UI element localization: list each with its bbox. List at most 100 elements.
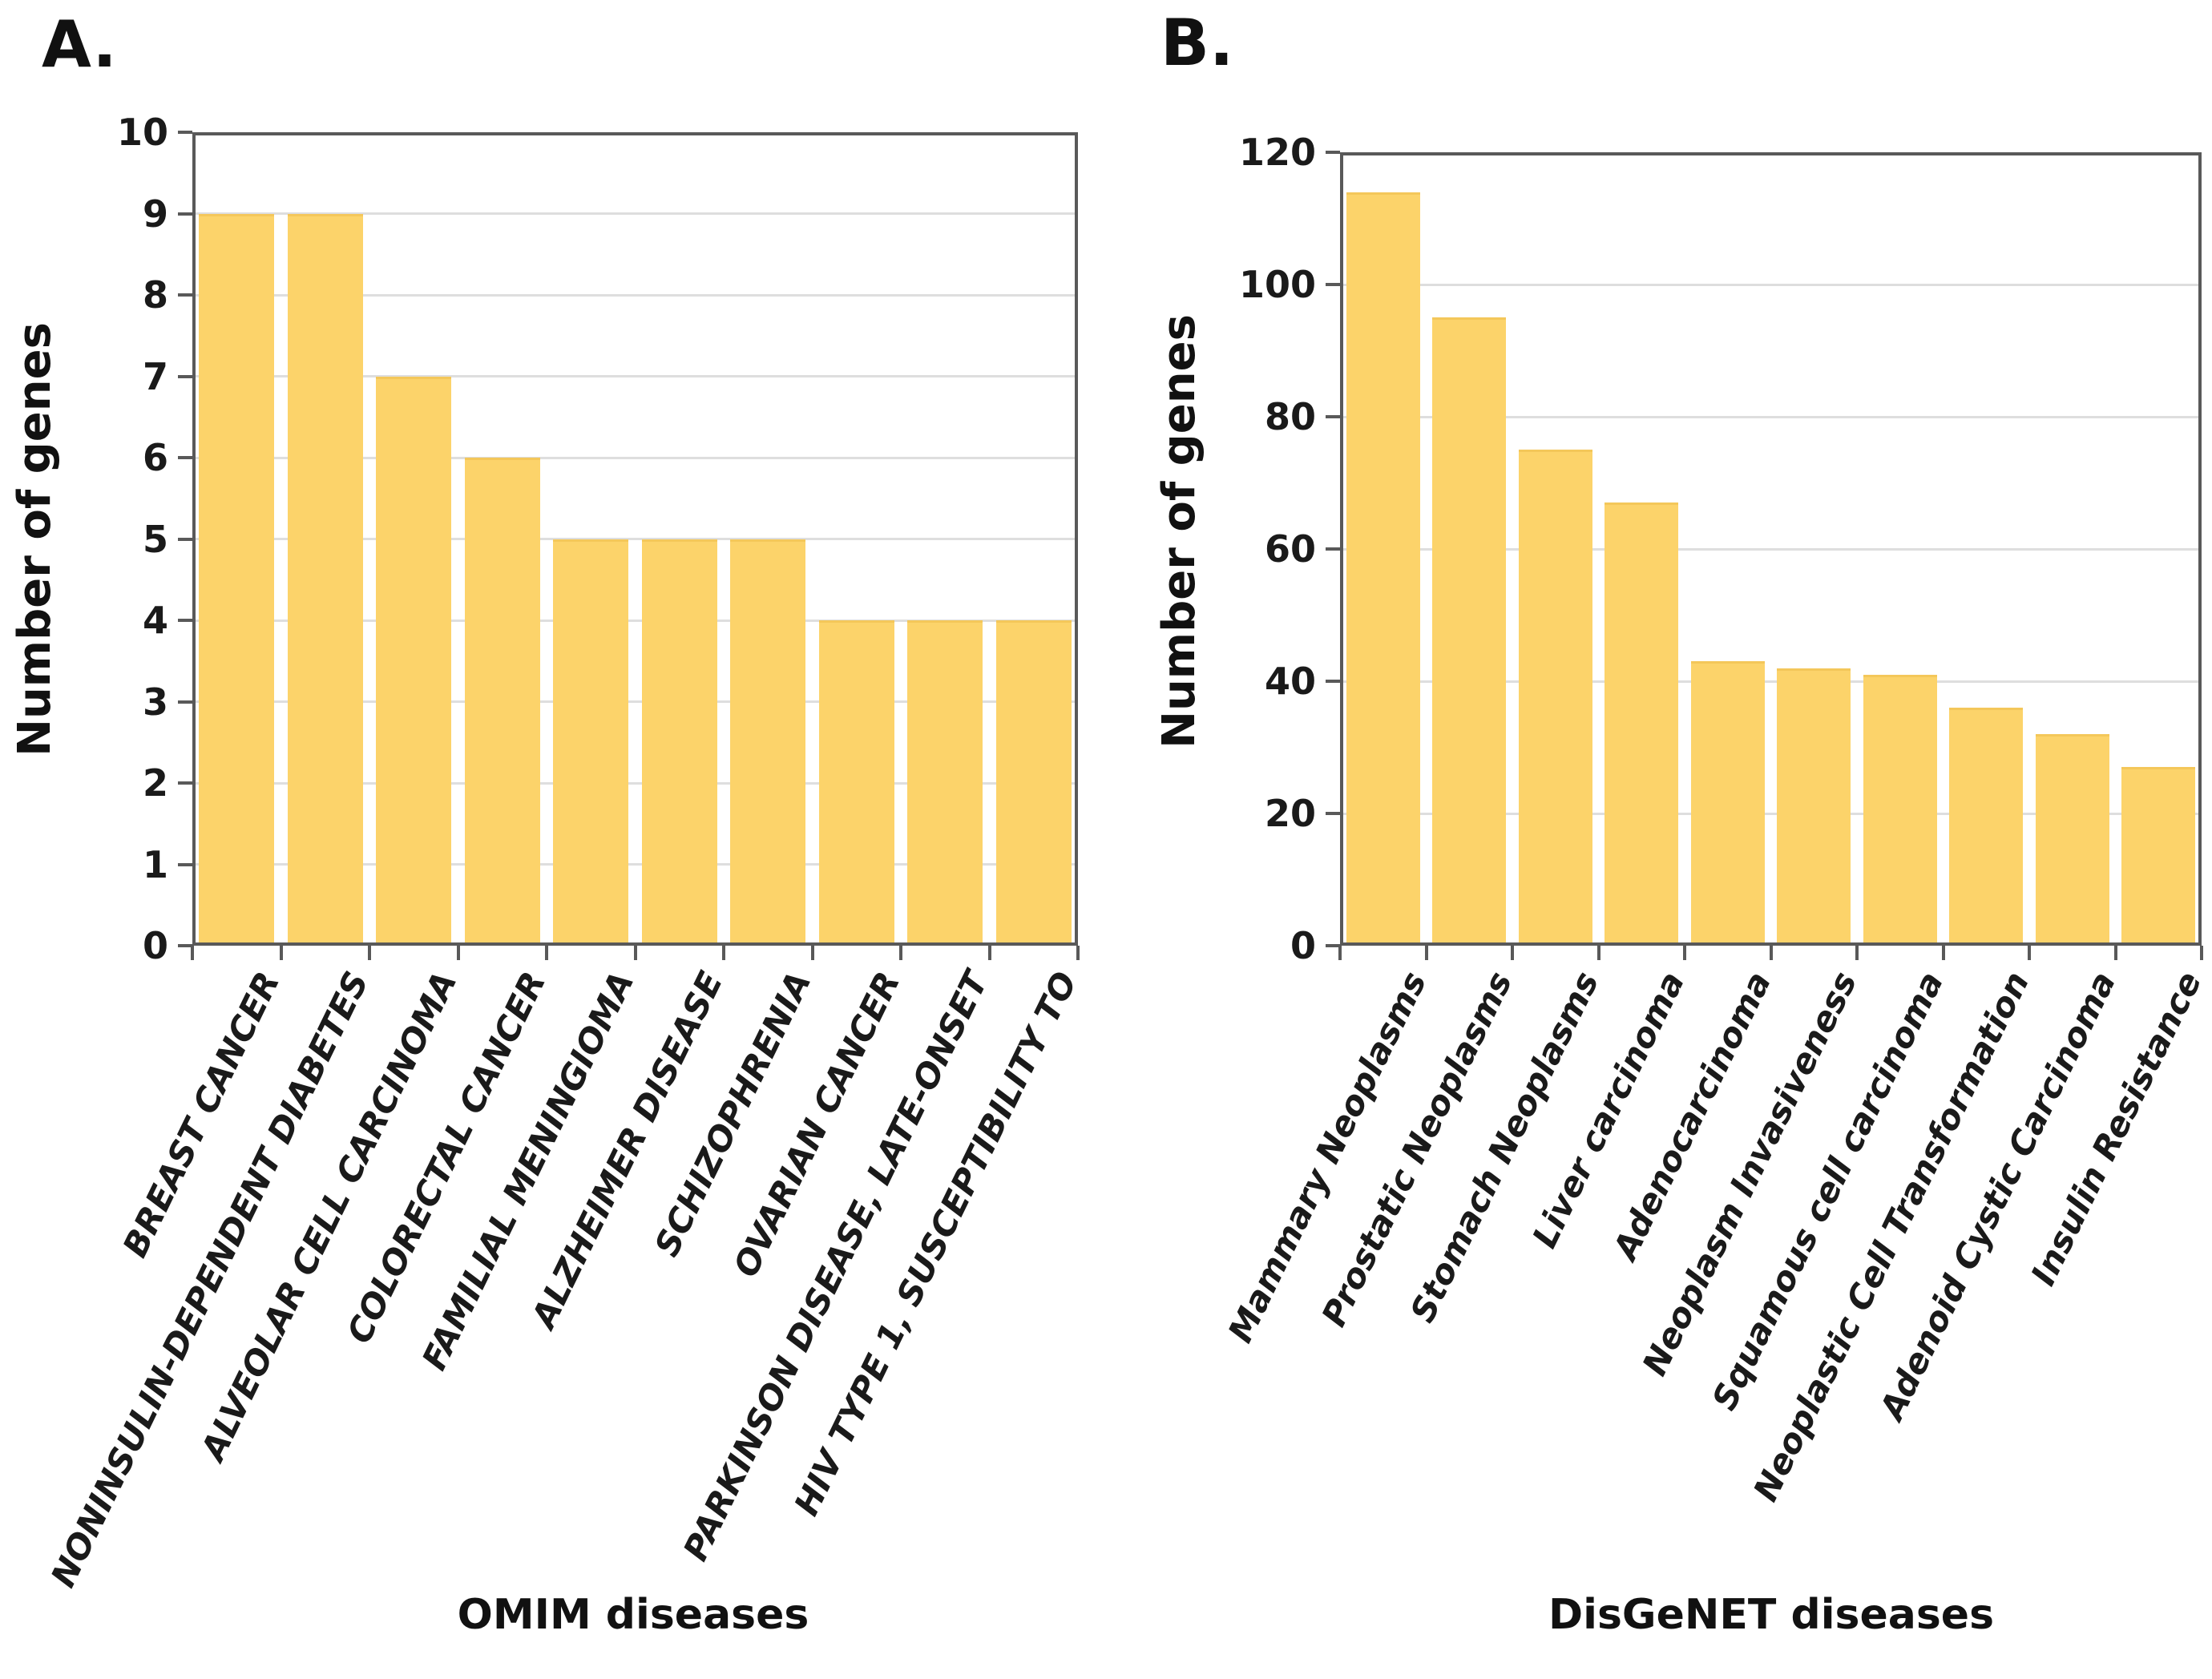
panel-b-bar-7 [1949, 708, 2024, 946]
panel-a-y-tick-3 [178, 700, 192, 704]
panel-b-bar-0 [1346, 192, 1420, 946]
panel-b-plot-right-border [2198, 152, 2202, 946]
panel-b-y-tick-label-60: 60 [1264, 527, 1316, 571]
panel-b-x-axis-title: DisGeNET diseases [1548, 1591, 1995, 1639]
gridline-2 [192, 781, 1078, 785]
panel-b-plot-area: 0 20 40 60 80 100 120 Mammary Neoplasms Prostati… [1220, 131, 2209, 1507]
panel-a-y-tick-label-9: 9 [142, 192, 168, 236]
panel-a-plot-right-border [1075, 132, 1078, 946]
panel-b-y-tick-label-20: 20 [1264, 792, 1316, 835]
panel-a-x-tick-10 [1076, 946, 1080, 960]
panel-b-bar-9 [2121, 767, 2196, 946]
panel-a-bar-0 [199, 213, 275, 946]
panel-a-label: A. [42, 7, 117, 82]
panel-b-x-tick-2 [1511, 946, 1514, 960]
panel-b-x-tick-4 [1683, 946, 1686, 960]
panel-b-bar-3 [1605, 502, 1679, 946]
panel-a-x-tick-8 [899, 946, 902, 960]
panel-a-y-tick-2 [178, 781, 192, 785]
panel-b-x-axis-line [1340, 942, 2202, 946]
panel-b-bar-1 [1432, 317, 1507, 946]
panel-a-x-axis-line [192, 942, 1078, 946]
gridline-100 [1340, 283, 2202, 286]
panel-b-y-axis-line [1340, 152, 1343, 946]
gridline-40 [1340, 680, 2202, 683]
panel-a-y-axis-line [192, 132, 196, 946]
panel-a-y-tick-label-7: 7 [142, 354, 168, 398]
panel-b-y-tick-label-100: 100 [1238, 263, 1316, 306]
gridline-4 [192, 619, 1078, 622]
gridline-7 [192, 375, 1078, 377]
panel-a-bar-6 [730, 539, 806, 946]
panel-b-y-axis-title: Number of genes [1153, 314, 1205, 749]
panel-a-x-tick-6 [722, 946, 725, 960]
panel-b-x-tick-7 [1941, 946, 1945, 960]
panel-a-y-tick-label-4: 4 [142, 599, 168, 642]
panel-a-x-tick-3 [456, 946, 460, 960]
gridline-8 [192, 293, 1078, 297]
panel-b-y-tick-label-0: 0 [1290, 924, 1316, 967]
panel-b-bar-5 [1777, 668, 1851, 946]
panel-a-x-tick-4 [545, 946, 548, 960]
panel-a-bar-1 [287, 213, 363, 946]
panel-a-y-tick-label-0: 0 [142, 924, 168, 967]
panel-b-y-tick-120 [1326, 151, 1340, 154]
panel-a-y-tick-6 [178, 456, 192, 459]
panel-b-bar-6 [1863, 674, 1937, 946]
panel-b-y-tick-80 [1326, 415, 1340, 418]
panel-a-bar-4 [553, 539, 629, 946]
panel-b-x-tick-9 [2113, 946, 2117, 960]
panel-b-bar-8 [2035, 734, 2109, 946]
panel-a-bar-3 [464, 458, 540, 946]
panel-a-y-tick-8 [178, 293, 192, 297]
gridline-6 [192, 456, 1078, 459]
panel-b-bar-2 [1518, 450, 1592, 946]
gridline-5 [192, 538, 1078, 540]
panel-b-y-tick-20 [1326, 812, 1340, 815]
panel-a-x-axis-title: OMIM diseases [457, 1591, 809, 1639]
gridline-3 [192, 700, 1078, 703]
panel-b-x-tick-10 [2200, 946, 2203, 960]
panel-a-bar-5 [641, 539, 717, 946]
gridline-9 [192, 212, 1078, 215]
panel-a-y-axis-title: Number of genes [9, 322, 61, 757]
panel-a-bar-7 [818, 620, 894, 946]
panel-b-x-tick-8 [2028, 946, 2031, 960]
panel-b-y-tick-0 [1326, 944, 1340, 947]
panel-a-plot-top-border [192, 132, 1078, 135]
panel-a-x-tick-5 [633, 946, 637, 960]
panel-b-y-tick-label-40: 40 [1264, 660, 1316, 703]
gridline-1 [192, 863, 1078, 866]
panel-b-y-tick-label-80: 80 [1264, 395, 1316, 438]
panel-b-x-tick-3 [1596, 946, 1600, 960]
panel-a-y-tick-label-10: 10 [116, 111, 168, 154]
panel-b-plot-top-border [1340, 152, 2202, 155]
panel-a-x-tick-1 [279, 946, 283, 960]
panel-a-y-tick-5 [178, 537, 192, 541]
gridline-20 [1340, 812, 2202, 815]
panel-a-x-tick-0 [191, 946, 194, 960]
panel-a-plot-area: 0 1 2 3 4 5 6 7 8 9 10 BREAST CANCER NONINSULIN-DEPE… [43, 111, 1085, 1593]
panel-b-x-tick-5 [1769, 946, 1773, 960]
panel-a-y-tick-10 [178, 131, 192, 134]
panel-a-y-tick-4 [178, 619, 192, 622]
panel-a-x-tick-2 [368, 946, 371, 960]
panel-b-y-tick-label-120: 120 [1238, 131, 1316, 174]
panel-a-y-tick-label-2: 2 [142, 761, 168, 805]
panel-a-x-tick-9 [987, 946, 991, 960]
panel-b-y-tick-60 [1326, 547, 1340, 551]
panel-a-y-tick-0 [178, 944, 192, 947]
panel-a-y-tick-7 [178, 374, 192, 378]
panel-a-x-tick-7 [810, 946, 814, 960]
panel-a-y-tick-1 [178, 862, 192, 866]
panel-b-y-tick-40 [1326, 680, 1340, 683]
panel-b-bar-4 [1690, 661, 1765, 946]
panel-a-y-tick-label-1: 1 [142, 842, 168, 886]
panel-a-bar-9 [995, 620, 1072, 946]
panel-a-y-tick-9 [178, 212, 192, 216]
panel-a-bar-8 [907, 620, 983, 946]
panel-a-bar-2 [376, 376, 452, 946]
panel-b-x-tick-1 [1424, 946, 1428, 960]
panel-a-y-tick-label-3: 3 [142, 680, 168, 724]
